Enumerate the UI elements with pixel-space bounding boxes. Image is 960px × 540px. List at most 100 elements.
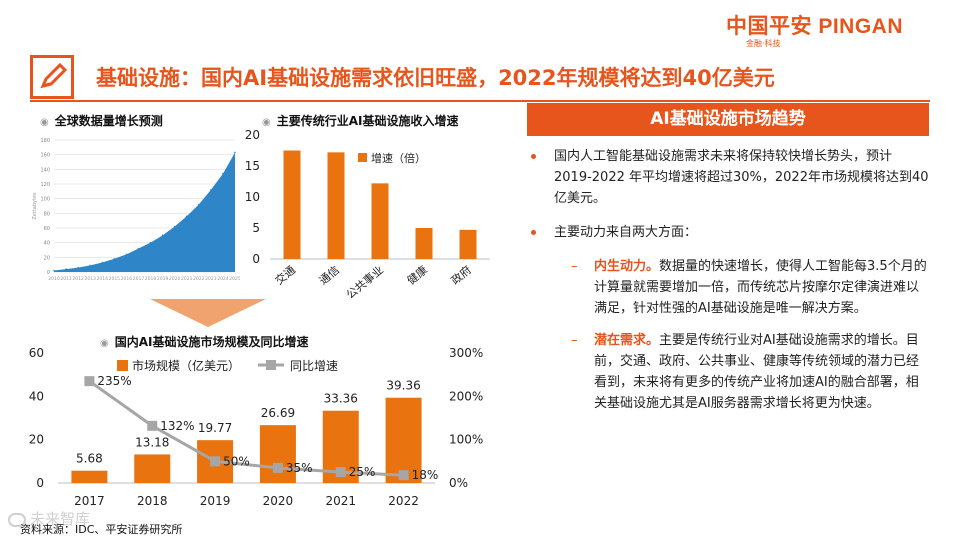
growth-line [88,379,404,477]
title-divider [30,100,930,102]
global-data-chart: 0 20 40 60 80 100 120 140 160 180 2010 2011 2012 2013… [32,138,240,282]
data-point [173,225,176,228]
x-tick-label: 2012 [72,276,84,282]
legend-marker [266,360,276,370]
bar-data-label: 13.18 [135,435,169,449]
legend-swatch [117,360,128,371]
x-tick-label: 2021 [325,494,356,508]
x-tick-label: 2020 [263,494,294,508]
y-tick-label: 60 [29,346,44,360]
x-tick-label: 2015 [109,276,121,282]
industry-chart-title: ◉ 主要传统行业AI基础设施收入增速 [262,114,459,128]
line-data-label: 132% [160,419,194,433]
x-tick-label: 2010 [48,276,60,282]
down-arrow-icon [150,299,266,327]
data-point [161,234,164,237]
x-tick-label: 交通 [272,263,298,288]
logo-text: 中国平安 PINGAN [726,15,904,38]
sub-bullet-text: 数据量的快速增长，使得人工智能每3.5个月的计算量就需要增加一倍，而传统芯片按摩… [594,259,927,316]
line-marker [398,470,409,481]
bar [371,183,389,259]
y-tick-label: 60 [44,226,50,232]
x-tick-label: 公共事业 [344,263,386,298]
y-tick-label: 140 [40,167,50,173]
line-data-label: 25% [349,465,376,479]
bar [259,425,296,483]
y-tick-label: 20 [29,433,44,447]
data-point [113,258,116,260]
line-data-label: 18% [412,468,439,482]
line-data-label: 35% [286,461,313,475]
sub-bullet-label: 潜在需求。 [594,333,660,348]
data-point [53,269,55,272]
y-axis-label: Zettabytes [32,192,38,220]
bar-data-label: 26.69 [261,406,295,420]
x-tick-label: 2019 [200,494,231,508]
data-point [89,264,91,267]
data-point [234,151,236,154]
bar-data-label: 5.68 [76,452,103,466]
bar [415,228,433,259]
data-point [77,266,79,269]
y-tick-label: 20 [245,128,260,142]
china-chart-title: ◉ 国内AI基础设施市场规模及同比增速 [100,335,309,349]
y-tick-label: 80 [44,211,50,217]
title-bullet-icon: ◉ [262,117,271,128]
sub-bullet-item: – 内生动力。数据量的快速增长，使得人工智能每3.5个月的计算量就需要增加一倍，… [527,256,929,319]
global-chart-title: ◉ 全球数据量增长预测 [40,114,163,128]
x-tick-label: 2018 [137,494,168,508]
bar-data-label: 39.36 [386,379,420,393]
x-tick-label: 2011 [60,276,72,282]
legend-label: 市场规模（亿美元） [132,358,240,373]
x-tick-label: 2016 [121,276,133,282]
dash-icon: – [571,333,578,348]
watermark: 未来智库 [8,508,90,529]
x-tick-label: 通信 [317,263,342,287]
y2-tick-label: 300% [449,346,483,360]
y-tick-label: 5 [252,221,260,235]
y-tick-label: 40 [29,389,44,403]
line-data-label: 50% [223,454,250,468]
bar [385,397,422,483]
x-tick-label: 健康 [404,263,430,288]
x-tick-label: 2022 [388,494,419,508]
line-marker [147,420,158,431]
logo: 中国平安 PINGAN 金融·科技 [726,10,926,48]
y-tick-label: 120 [40,182,50,188]
y-tick-label: 0 [252,252,260,266]
edit-icon [30,55,74,99]
y-tick-label: 20 [44,255,50,261]
x-tick-label: 2023 [205,276,217,282]
page-title: 基础设施：国内AI基础设施需求依旧旺盛，2022年规模将达到40亿美元 [96,66,775,90]
legend-label: 增速（倍） [371,151,426,165]
line-marker [210,456,221,467]
y-tick-label: 40 [44,241,50,247]
data-area [54,152,235,272]
bullet-dot-icon [531,230,536,235]
y2-tick-label: 100% [449,433,483,447]
source-note: 资料来源：IDC、平安证券研究所 [20,523,183,536]
data-point [222,172,224,175]
sub-bullet-text: 主要是传统行业对AI基础设施需求的增长。目前，交通、政府、公共事业、健康等传统领… [594,333,920,411]
bar-data-label: 33.36 [324,392,358,406]
title-bullet-icon: ◉ [100,338,109,349]
y2-tick-label: 0% [449,476,468,490]
dash-icon: – [571,259,578,274]
y-tick-label: 0 [47,270,50,276]
bar [459,229,477,259]
bar-data-label: 19.77 [198,421,232,435]
sub-bullet-label: 内生动力。 [594,259,660,274]
data-point [65,268,67,270]
legend-swatch [358,153,367,162]
x-tick-label: 2021 [181,276,193,282]
data-point [137,247,140,250]
x-tick-label: 2024 [217,276,229,282]
x-tick-label: 2025 [229,276,240,282]
trend-bullets: 国内人工智能基础设施需求未来将保持较快增长势头，预计2019-2022 年平均增… [527,146,929,425]
watermark-icon [8,512,26,527]
legend-label: 同比增速 [290,359,338,373]
data-point [210,189,212,191]
x-tick-label: 2019 [157,276,169,282]
y-tick-label: 15 [245,159,260,173]
x-tick-label: 2022 [193,276,205,282]
